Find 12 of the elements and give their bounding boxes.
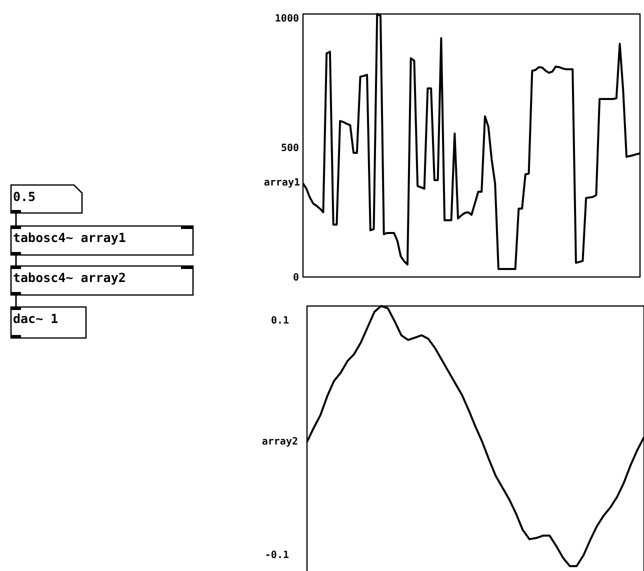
y-axis-title: array1 xyxy=(264,178,300,188)
text: tabosc4~ array1 xyxy=(13,230,126,245)
text: 0.5 xyxy=(13,189,36,204)
y-tick-label: -0.1 xyxy=(264,550,289,561)
y-tick-label: 1000 xyxy=(274,13,299,24)
y-tick-label: 500 xyxy=(280,142,299,154)
y-tick-label: 0.1 xyxy=(270,316,289,327)
text: dac~ 1 xyxy=(13,311,58,326)
line-series xyxy=(306,305,644,568)
y-axis-title: array2 xyxy=(262,436,298,448)
text: tabosc4~ array2 xyxy=(13,270,126,285)
y-tick-label: 0 xyxy=(292,272,299,284)
